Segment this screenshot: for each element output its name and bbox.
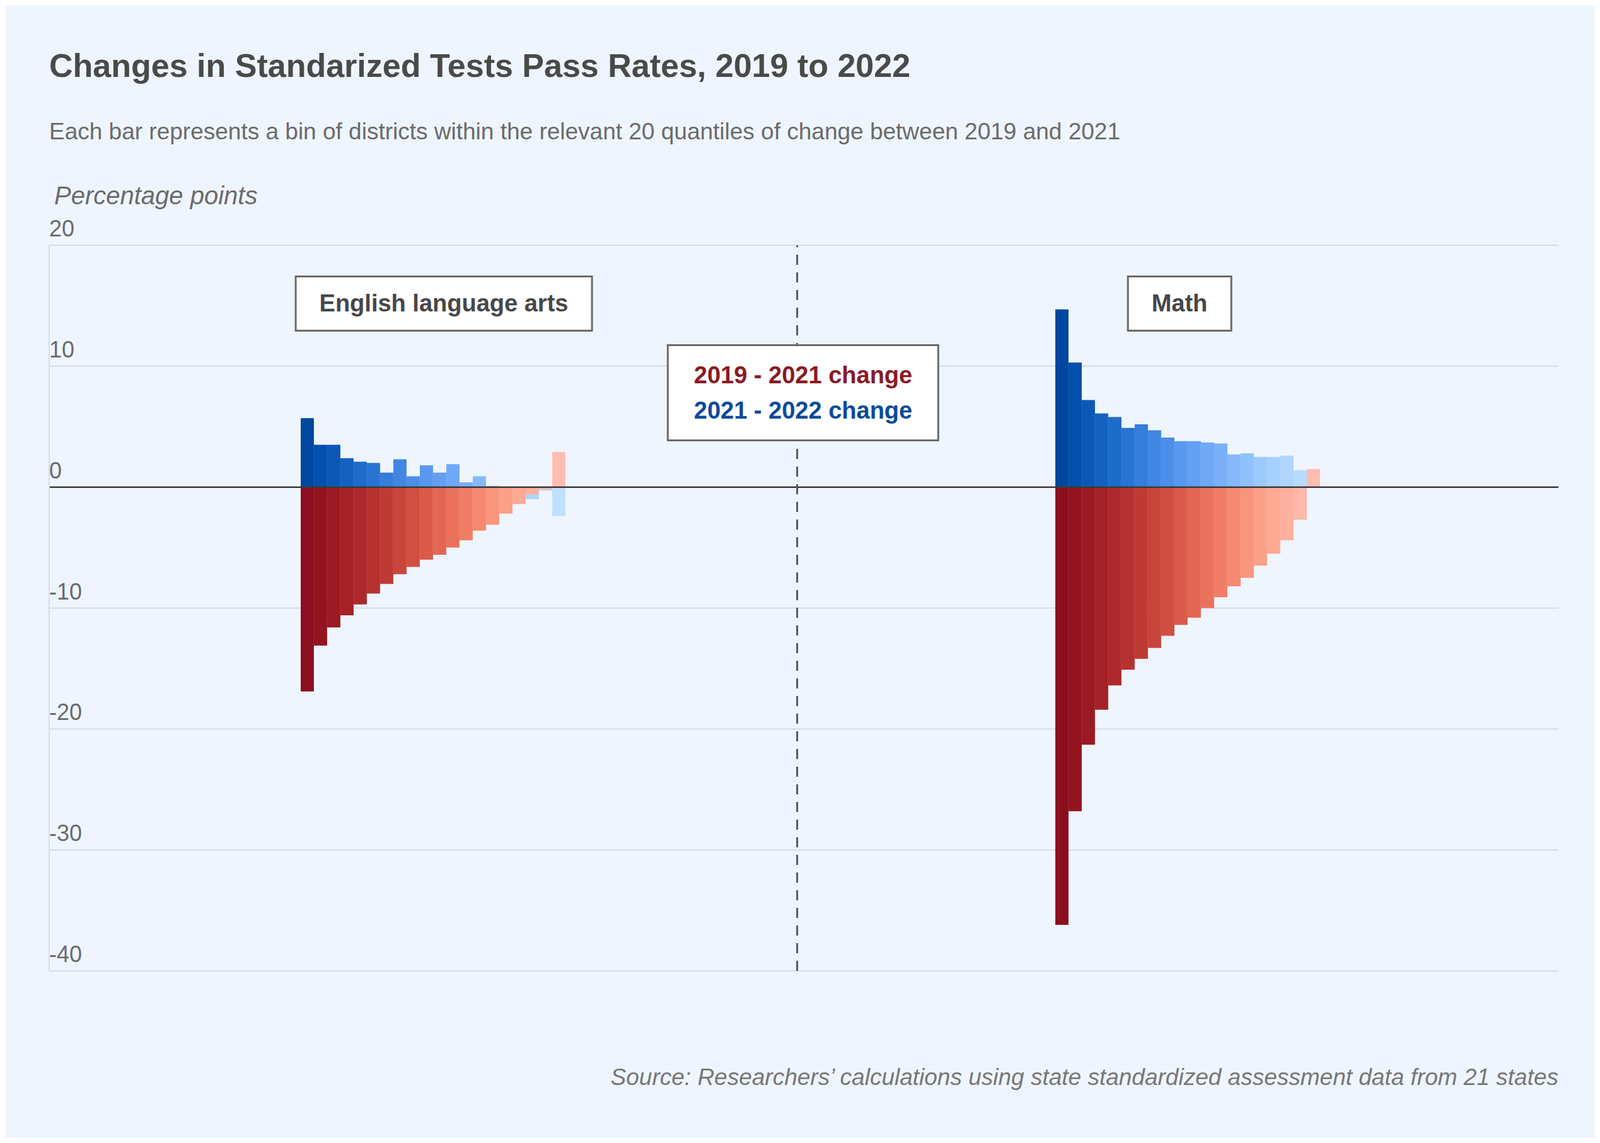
html-text:2019 - 2021 change: 2019 - 2021 change: [693, 361, 913, 389]
html-text:2021 - 2022 change: 2021 - 2022 change: [693, 397, 913, 424]
svg-text:-40: -40: [49, 941, 82, 968]
svg-text:-10: -10: [49, 578, 82, 605]
svg-text:10: 10: [49, 336, 75, 363]
svg-text:-20: -20: [49, 699, 82, 725]
svg-text:20: 20: [49, 215, 75, 242]
html-text:Math: Math: [1151, 289, 1208, 317]
html-text:English language arts: English language arts: [319, 289, 569, 317]
svg-text:0: 0: [49, 457, 62, 484]
html-text:Each bar represents a bin of d: Each bar represents a bin of districts w…: [49, 118, 1121, 145]
html-text:Source: Researchers’ calculati: Source: Researchers’ calculations using …: [610, 1064, 1559, 1090]
svg-text:-30: -30: [49, 820, 82, 847]
html-text:Percentage points: Percentage points: [54, 181, 258, 210]
html-text:Changes in Standarized Tests P: Changes in Standarized Tests Pass Rates,…: [49, 47, 911, 84]
